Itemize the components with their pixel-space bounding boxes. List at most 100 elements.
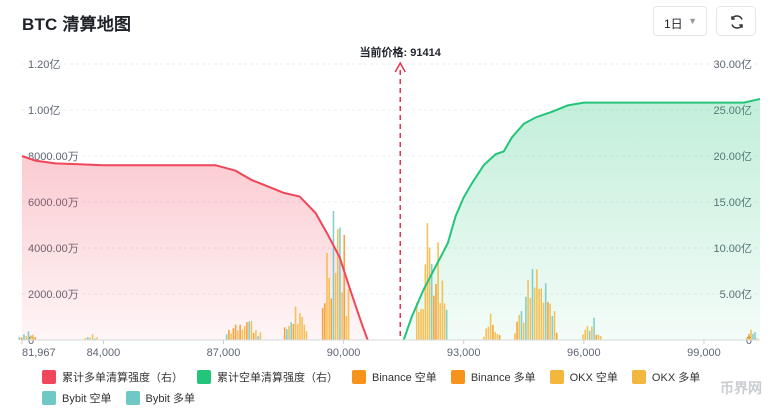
liquidation-bar (341, 292, 343, 340)
legend-item[interactable]: Binance 多单 (450, 368, 536, 389)
legend-label: Bybit 多单 (145, 393, 196, 405)
legend-swatch (549, 370, 564, 384)
liquidation-bar (433, 295, 435, 340)
liquidation-bar (87, 337, 89, 340)
y-left-tick-label: 1.20亿 (28, 58, 60, 71)
liquidation-bar (428, 247, 431, 340)
liquidation-bar (296, 323, 299, 340)
legend-item[interactable]: 累计空单清算强度（右） (197, 368, 338, 389)
liquidation-bar (27, 331, 30, 340)
liquidation-bar (748, 333, 750, 340)
x-tick-label: 99,000 (687, 347, 721, 359)
liquidation-bar (339, 227, 341, 340)
liquidation-bar (445, 309, 448, 340)
liquidation-bar (435, 283, 437, 340)
chart-legend: 累计多单清算强度（右） 累计空单清算强度（右） Binance 空单 Binance … (42, 368, 742, 410)
liquidation-bar (529, 297, 532, 340)
legend-item[interactable]: Bybit 多单 (125, 389, 196, 410)
liquidation-bar (89, 337, 92, 340)
refresh-button[interactable] (716, 6, 756, 36)
legend-label: Bybit 空单 (62, 393, 112, 405)
liquidation-bar (321, 307, 324, 340)
liquidation-bar (420, 308, 422, 340)
liquidation-bar (415, 302, 418, 340)
range-select[interactable]: 1日 ▼ (653, 6, 707, 36)
liquidation-bar (246, 322, 248, 340)
legend-label: 累计空单清算强度（右） (217, 372, 338, 384)
legend-item[interactable]: 累计多单清算强度（右） (42, 368, 183, 389)
liquidation-bar (232, 328, 235, 340)
liquidation-bar (584, 329, 586, 340)
liquidation-bar (228, 329, 230, 340)
liquidation-bar (23, 334, 25, 340)
short-line (402, 97, 761, 341)
legend-item[interactable]: Bybit 空单 (42, 389, 112, 410)
legend-swatch (42, 391, 56, 405)
liquidation-bar (299, 313, 301, 340)
legend-item[interactable]: OKX 多单 (631, 368, 701, 389)
liquidation-bar (538, 288, 540, 340)
legend-swatch (125, 391, 140, 405)
current-price-arrow (394, 61, 406, 73)
long-line (21, 155, 369, 341)
liquidation-chart: 02000.00万4000.00万6000.00万8000.00万1.00亿1.… (18, 45, 761, 359)
liquidation-bar (252, 332, 255, 340)
legend-item[interactable]: Binance 空单 (352, 368, 437, 389)
liquidation-bar (586, 326, 589, 340)
liquidation-bar (591, 326, 593, 340)
refresh-icon (731, 15, 743, 29)
y-right-tick-label: 30.00亿 (713, 58, 752, 71)
liquidation-bar (437, 242, 439, 340)
liquidation-bar (418, 312, 420, 340)
x-tick-label: 96,000 (567, 347, 601, 359)
liquidation-bar (489, 313, 492, 340)
legend-label: Binance 多单 (470, 372, 536, 384)
liquidation-bar (330, 298, 333, 340)
watermark-logo: 币界网 (720, 380, 762, 396)
long-area (22, 156, 368, 340)
legend-swatch (197, 370, 211, 384)
liquidation-bar (225, 334, 228, 340)
liquidation-bar (239, 324, 241, 340)
y-left-tick-label: 1.00亿 (28, 104, 60, 117)
liquidation-bar (553, 311, 556, 340)
liquidation-bar (441, 280, 444, 340)
liquidation-bar (599, 336, 602, 340)
liquidation-bar (531, 269, 534, 340)
page-title: BTC 清算地图 (22, 15, 132, 34)
liquidation-bar (286, 329, 288, 340)
liquidation-bar (259, 332, 262, 340)
liquidation-bar (496, 333, 499, 340)
liquidation-bar (84, 338, 87, 340)
liquidation-bar (292, 323, 295, 340)
legend-label: 累计多单清算强度（右） (62, 372, 183, 384)
liquidation-bar (593, 317, 595, 340)
liquidation-bar (29, 335, 32, 340)
liquidation-bar (746, 337, 748, 340)
liquidation-bar (32, 334, 34, 340)
liquidation-bar (588, 330, 591, 340)
current-price-label: 当前价格: 91414 (360, 45, 442, 59)
liquidation-bar (752, 333, 754, 340)
legend-swatch (352, 370, 366, 384)
x-tick-label: 90,000 (327, 347, 361, 359)
liquidation-bar (303, 324, 306, 340)
legend-label: OKX 多单 (651, 372, 701, 384)
liquidation-bar (288, 325, 290, 340)
liquidation-bar (91, 334, 94, 340)
liquidation-bar (597, 334, 600, 340)
x-tick-label: 87,000 (207, 347, 241, 359)
liquidation-bar (544, 283, 547, 340)
liquidation-bar (536, 269, 538, 340)
liquidation-bar (555, 332, 558, 340)
liquidation-bar (294, 306, 297, 340)
liquidation-bar (542, 302, 545, 340)
legend-item[interactable]: OKX 空单 (549, 368, 618, 389)
liquidation-bar (750, 329, 752, 340)
liquidation-bar (347, 289, 350, 340)
range-select-value: 1日 (664, 17, 683, 31)
liquidation-bar (301, 316, 303, 340)
liquidation-bar (487, 326, 490, 340)
liquidation-bar (424, 264, 427, 340)
chevron-down-icon: ▼ (688, 16, 697, 26)
